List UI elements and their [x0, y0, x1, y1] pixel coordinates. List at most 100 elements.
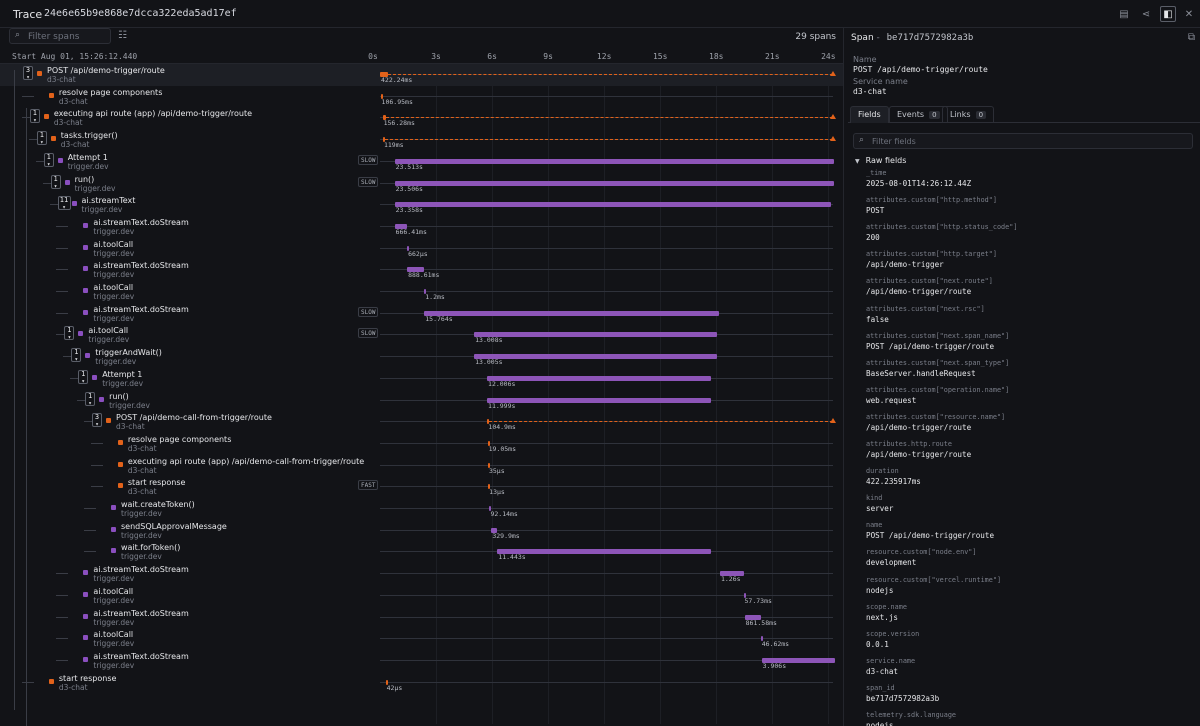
span-row[interactable]: ai.streamText.doStream trigger.dev 666.41m…	[0, 216, 843, 238]
span-bar[interactable]	[487, 462, 490, 468]
expand-toggle[interactable]: 11 ▾	[57, 196, 71, 211]
field-key: name	[866, 521, 883, 530]
field-key: service.name	[866, 656, 916, 665]
span-bar[interactable]	[474, 354, 718, 360]
span-row[interactable]: 1 ▾ Attempt 1 trigger.dev SLOW 23.513s	[0, 151, 843, 173]
span-row[interactable]: start response d3-chat FAST 13µs	[0, 476, 843, 498]
tab-fields[interactable]: Fields	[850, 106, 889, 123]
span-row[interactable]: 3 ▾ POST /api/demo-call-from-trigger/route…	[0, 411, 843, 433]
filter-spans-box[interactable]: ⌕	[9, 28, 111, 44]
span-row[interactable]: ai.streamText.doStream trigger.dev SLOW 15.…	[0, 303, 843, 325]
span-bar[interactable]	[407, 245, 410, 251]
span-duration: 23.506s	[395, 184, 423, 193]
expand-toggle[interactable]: 1 ▾	[43, 152, 54, 168]
expand-toggle[interactable]: 3 ▾	[92, 413, 102, 428]
span-row[interactable]: ai.toolCall trigger.dev 46.62ms	[0, 628, 843, 650]
span-bar[interactable]	[394, 202, 831, 208]
span-bar[interactable]	[382, 115, 386, 121]
span-row[interactable]: ai.streamText.doStream trigger.dev 3.906s	[0, 650, 843, 672]
field-value: false	[866, 314, 889, 324]
span-row[interactable]: ai.toolCall trigger.dev 57.73ms	[0, 585, 843, 607]
expand-toggle[interactable]: 1 ▾	[85, 391, 96, 407]
copy-icon[interactable]: ⧉	[1187, 32, 1195, 43]
field-value: /api/demo-trigger/route	[866, 450, 972, 459]
span-row[interactable]: ai.streamText.doStream trigger.dev 1.26s	[0, 563, 843, 585]
span-name: executing api route (app) /api/demo-trig…	[53, 109, 253, 119]
span-bar[interactable]	[487, 375, 712, 381]
expand-toggle[interactable]: 1 ▾	[71, 348, 82, 363]
expand-toggle[interactable]: 1 ▾	[29, 109, 40, 124]
split-view-icon[interactable]: ◧	[1160, 6, 1176, 22]
span-bar[interactable]	[380, 72, 388, 77]
span-bar[interactable]	[380, 93, 383, 99]
span-row[interactable]: wait.createToken() trigger.dev 92.14ms	[0, 498, 843, 520]
tree-connector	[63, 356, 72, 358]
span-row[interactable]: 1 ▾ executing api route (app) /api/demo-tr…	[0, 107, 843, 129]
expand-toggle[interactable]: 1 ▾	[64, 326, 75, 341]
share-icon[interactable]: ⋖	[1141, 8, 1151, 20]
span-bar[interactable]	[497, 549, 712, 555]
span-bar[interactable]	[385, 679, 388, 685]
span-bar[interactable]	[760, 636, 763, 642]
span-bar[interactable]	[488, 484, 491, 490]
span-row[interactable]: sendSQLApprovalMessage trigger.dev 329.9ms	[0, 520, 843, 542]
tree-connector	[35, 160, 44, 162]
span-bar[interactable]	[394, 158, 834, 164]
span-row[interactable]: 1 ▾ ai.toolCall trigger.dev SLOW 13.008s	[0, 324, 843, 346]
span-bar[interactable]	[407, 267, 424, 273]
filter-fields-input[interactable]	[872, 136, 1172, 147]
span-duration: 662µs	[408, 249, 428, 258]
filter-fields-box[interactable]: ⌕	[853, 133, 1193, 149]
span-row[interactable]: 1 ▾ tasks.trigger() d3-chat 119ms	[0, 129, 843, 151]
span-bar[interactable]	[394, 180, 834, 186]
time-gridline	[436, 64, 438, 724]
span-row[interactable]: 1 ▾ Attempt 1 trigger.dev 12.006s	[0, 368, 843, 390]
span-row[interactable]: executing api route (app) /api/demo-call…	[0, 455, 843, 477]
span-bar[interactable]	[394, 223, 407, 229]
span-bar[interactable]	[382, 137, 386, 143]
field-key: attributes.custom["next.route"]	[866, 277, 993, 286]
child-count: 1	[39, 131, 44, 140]
span-row[interactable]: ai.streamText.doStream trigger.dev 888.61m…	[0, 259, 843, 281]
span-bar[interactable]	[487, 397, 712, 403]
span-row[interactable]: 11 ▾ ai.streamText trigger.dev 23.358s	[0, 194, 843, 216]
span-row[interactable]: 3 ▾ POST /api/demo-trigger/route d3-chat 422…	[0, 64, 843, 86]
tree-collapse-icon[interactable]: ☷	[118, 30, 127, 41]
span-bar[interactable]	[491, 527, 498, 533]
span-bar[interactable]	[487, 440, 490, 446]
span-row[interactable]: 1 ▾ triggerAndWait() trigger.dev 13.005s	[0, 346, 843, 368]
filter-spans-input[interactable]	[28, 31, 108, 42]
field-key: resource.custom["node.env"]	[866, 548, 977, 557]
expand-toggle[interactable]: 1 ▾	[78, 369, 89, 385]
span-row[interactable]: resolve page components d3-chat 106.95ms	[0, 86, 843, 108]
expand-toggle[interactable]: 1 ▾	[36, 131, 47, 146]
span-bar[interactable]	[474, 332, 718, 338]
span-duration: 35µs	[488, 466, 505, 475]
raw-fields-toggle[interactable]: ▼ Raw fields	[855, 156, 907, 165]
span-bar[interactable]	[487, 419, 490, 425]
tab-links[interactable]: Links 0	[942, 106, 995, 123]
span-bar[interactable]	[744, 614, 761, 620]
table-view-icon[interactable]: ▤	[1119, 8, 1129, 20]
span-bar[interactable]	[719, 571, 744, 577]
span-row[interactable]: ai.streamText.doStream trigger.dev 861.58m…	[0, 607, 843, 629]
field-value: POST /api/demo-trigger/route	[866, 341, 995, 351]
close-icon[interactable]: ✕	[1184, 8, 1194, 20]
service-color-icon	[83, 288, 89, 293]
span-bar[interactable]	[743, 592, 746, 598]
tab-events[interactable]: Events 0	[889, 106, 948, 123]
expand-toggle[interactable]: 1 ▾	[50, 174, 61, 190]
span-row[interactable]: ai.toolCall trigger.dev 1.2ms	[0, 281, 843, 303]
expand-toggle[interactable]: 3 ▾	[23, 66, 33, 81]
span-row[interactable]: resolve page components d3-chat 19.05ms	[0, 433, 843, 455]
span-row[interactable]: start response d3-chat 42µs	[0, 672, 843, 694]
span-row[interactable]: 1 ▾ run() trigger.dev 11.999s	[0, 390, 843, 412]
chevron-down-icon: ▾	[88, 399, 92, 407]
span-bar[interactable]	[424, 289, 427, 294]
span-row[interactable]: wait.forToken() trigger.dev 11.443s	[0, 541, 843, 563]
span-bar[interactable]	[424, 310, 719, 316]
span-row[interactable]: 1 ▾ run() trigger.dev SLOW 23.506s	[0, 173, 843, 195]
span-row[interactable]: ai.toolCall trigger.dev 662µs	[0, 238, 843, 260]
span-bar[interactable]	[761, 657, 835, 663]
span-bar[interactable]	[489, 506, 492, 511]
